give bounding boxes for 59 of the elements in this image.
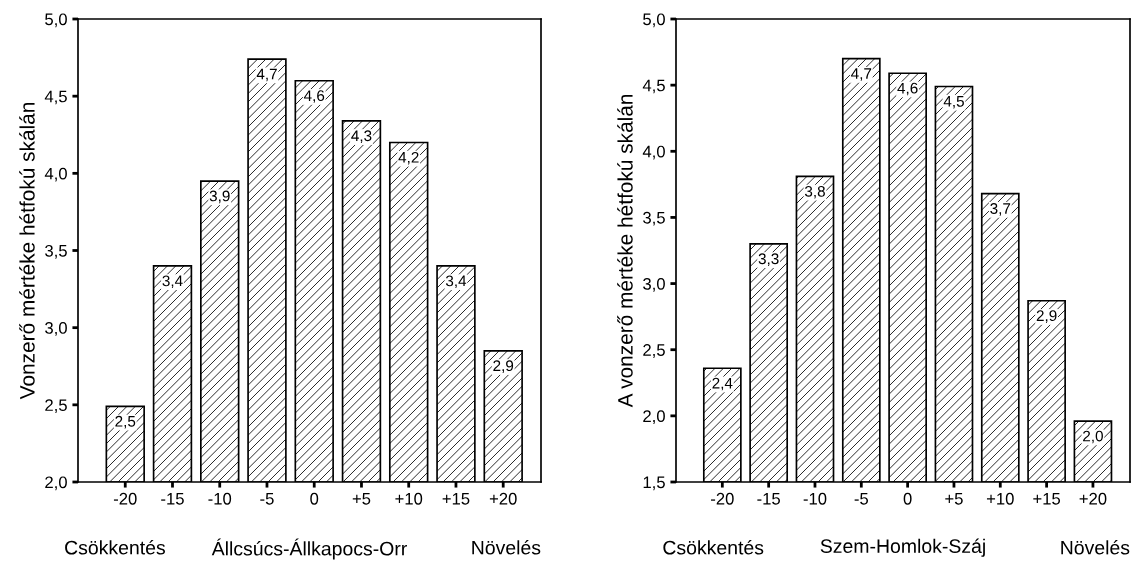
x-tick-label: -10 (208, 492, 232, 505)
y-tick-label: 4,0 (44, 167, 67, 182)
data-label: 3,4 (445, 275, 467, 289)
y-tick-label: 2,0 (643, 410, 665, 425)
data-label: 3,9 (209, 190, 230, 204)
data-label: 4,5 (943, 96, 964, 109)
data-label: 2,5 (115, 415, 136, 429)
data-label: 4,6 (303, 90, 325, 103)
x-tick-label: +5 (352, 493, 371, 505)
data-label: 4,6 (897, 82, 918, 96)
y-tick-label: 1,5 (643, 476, 665, 491)
y-tick-label: 3,0 (643, 277, 665, 292)
data-label: 4,2 (398, 151, 419, 165)
y-tick-label: 3,5 (643, 211, 665, 226)
data-label: 2,9 (1036, 310, 1057, 323)
x-tick-label: -5 (260, 493, 274, 505)
y-axis-title: A vonzerő mértéke hétfokú skálán (617, 94, 633, 408)
data-label: 3,7 (990, 203, 1011, 216)
x-tick-label: 0 (310, 492, 319, 505)
y-tick-label: 4,5 (44, 90, 67, 105)
y-tick-label: 2,5 (45, 399, 67, 414)
x-tick-label: -20 (711, 492, 734, 505)
data-label: 4,3 (351, 130, 372, 143)
y-tick-label: 3,5 (45, 244, 67, 259)
x-tick-label: -20 (113, 492, 137, 505)
x-tick-label: +5 (945, 493, 963, 505)
x-axis-title: Állcsúcs-Állkapocs-Orr (211, 538, 407, 560)
x-tick-label: +20 (489, 492, 517, 505)
data-label: 3,8 (804, 185, 825, 199)
x-tick-label: -5 (854, 493, 869, 505)
data-label: 2,9 (493, 360, 514, 373)
x-tick-label: +10 (395, 492, 423, 505)
text: Csökkentés (65, 540, 165, 555)
y-tick-label: 4,0 (642, 145, 665, 160)
text: Növelés (472, 540, 541, 555)
y-tick-label: 2,5 (643, 344, 665, 358)
y-tick-label: 3,0 (45, 322, 67, 336)
data-label: 2,4 (712, 377, 733, 391)
data-label: 2,0 (1083, 430, 1103, 444)
data-label: 4,7 (256, 68, 277, 82)
x-tick-label: 0 (903, 492, 912, 505)
y-tick-label: 4,5 (642, 79, 665, 94)
x-tick-label: +15 (1033, 493, 1061, 505)
text: Növelés (1061, 540, 1130, 555)
x-tick-label: -15 (161, 493, 184, 505)
x-tick-label: +15 (442, 493, 470, 505)
x-tick-label: +20 (1079, 492, 1107, 505)
y-axis-title: Vonzerő mértéke hétfokú skálán (19, 103, 35, 400)
x-tick-label: -10 (803, 492, 827, 505)
text: Csökkentés (663, 540, 764, 555)
x-axis-title: Szem-Homlok-Száj (820, 538, 985, 557)
y-tick-label: 5,0 (45, 13, 67, 28)
y-tick-label: 5,0 (643, 13, 665, 28)
x-tick-label: +10 (986, 492, 1014, 505)
x-tick-label: -15 (757, 493, 780, 505)
data-label: 3,3 (758, 253, 779, 266)
data-label: 3,4 (162, 275, 183, 289)
y-tick-label: 2,0 (45, 476, 67, 491)
data-label: 4,7 (851, 68, 872, 81)
